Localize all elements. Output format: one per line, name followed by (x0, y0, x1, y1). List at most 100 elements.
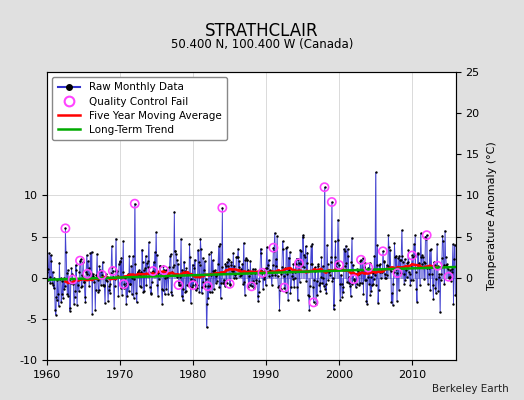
Point (326, 272, 334, 278)
Point (89, 273, 97, 279)
Point (191, 256, 199, 263)
Point (395, 286, 403, 293)
Point (223, 259, 232, 265)
Point (202, 324, 211, 331)
Point (199, 254, 207, 261)
Point (335, 262, 343, 268)
Point (145, 239, 153, 246)
Point (335, 262, 343, 268)
Point (216, 295, 225, 301)
Point (266, 267, 274, 273)
Point (144, 258, 152, 264)
Point (67, 265, 75, 272)
Point (58, 278, 67, 284)
Point (390, 269, 398, 276)
Point (345, 280, 353, 287)
Point (85, 283, 93, 290)
Point (353, 281, 361, 288)
Point (70, 294, 79, 300)
Point (214, 243, 223, 250)
Point (47, 258, 56, 264)
Point (85, 272, 94, 278)
Point (64, 293, 73, 300)
Point (391, 254, 399, 260)
Point (385, 266, 394, 272)
Point (364, 264, 373, 271)
Point (183, 271, 192, 278)
Point (321, 286, 329, 292)
Point (447, 266, 456, 272)
Point (250, 270, 259, 276)
Point (346, 283, 354, 289)
Point (326, 259, 335, 265)
Point (179, 286, 188, 292)
Point (69, 276, 77, 283)
Legend: Raw Monthly Data, Quality Control Fail, Five Year Moving Average, Long-Term Tren: Raw Monthly Data, Quality Control Fail, … (52, 77, 227, 140)
Point (56, 276, 64, 282)
Point (69, 281, 78, 287)
Point (315, 280, 324, 286)
Point (406, 282, 414, 288)
Point (182, 288, 190, 294)
Point (317, 254, 325, 261)
Point (426, 287, 434, 294)
Point (88, 249, 96, 255)
Point (129, 253, 137, 260)
Point (363, 300, 372, 307)
Point (265, 273, 274, 279)
Point (429, 282, 437, 289)
Point (341, 262, 350, 269)
Point (408, 252, 416, 259)
Point (159, 287, 167, 293)
Point (133, 272, 141, 278)
Point (449, 300, 457, 307)
Point (220, 276, 228, 283)
Point (225, 281, 234, 287)
Point (115, 261, 123, 267)
Point (303, 249, 312, 256)
Point (46, 274, 54, 280)
Point (181, 288, 189, 295)
Point (395, 252, 403, 259)
Point (61, 225, 70, 232)
Point (67, 280, 75, 286)
Point (314, 263, 322, 270)
Point (267, 268, 275, 274)
Point (76, 258, 84, 264)
Point (134, 268, 143, 275)
Point (399, 271, 408, 277)
Point (191, 287, 200, 294)
Point (350, 277, 358, 284)
Point (281, 289, 290, 296)
Point (309, 299, 318, 306)
Point (359, 290, 368, 297)
Point (273, 233, 281, 239)
Point (140, 267, 148, 273)
Point (176, 282, 184, 288)
Point (415, 260, 423, 266)
Point (52, 294, 60, 300)
Point (169, 264, 177, 270)
Point (78, 272, 86, 278)
Point (108, 264, 116, 270)
Point (195, 289, 203, 295)
Point (358, 255, 367, 262)
Point (320, 184, 329, 190)
Point (300, 252, 309, 258)
Point (314, 261, 323, 268)
Point (422, 236, 430, 242)
Point (312, 301, 320, 308)
Point (247, 283, 256, 290)
Point (411, 232, 419, 238)
Point (225, 281, 234, 287)
Point (348, 281, 357, 288)
Point (380, 271, 389, 277)
Point (414, 251, 422, 257)
Point (299, 232, 308, 238)
Point (182, 265, 191, 272)
Point (154, 292, 162, 299)
Point (222, 280, 231, 286)
Point (293, 297, 302, 303)
Point (159, 263, 168, 269)
Point (180, 268, 189, 274)
